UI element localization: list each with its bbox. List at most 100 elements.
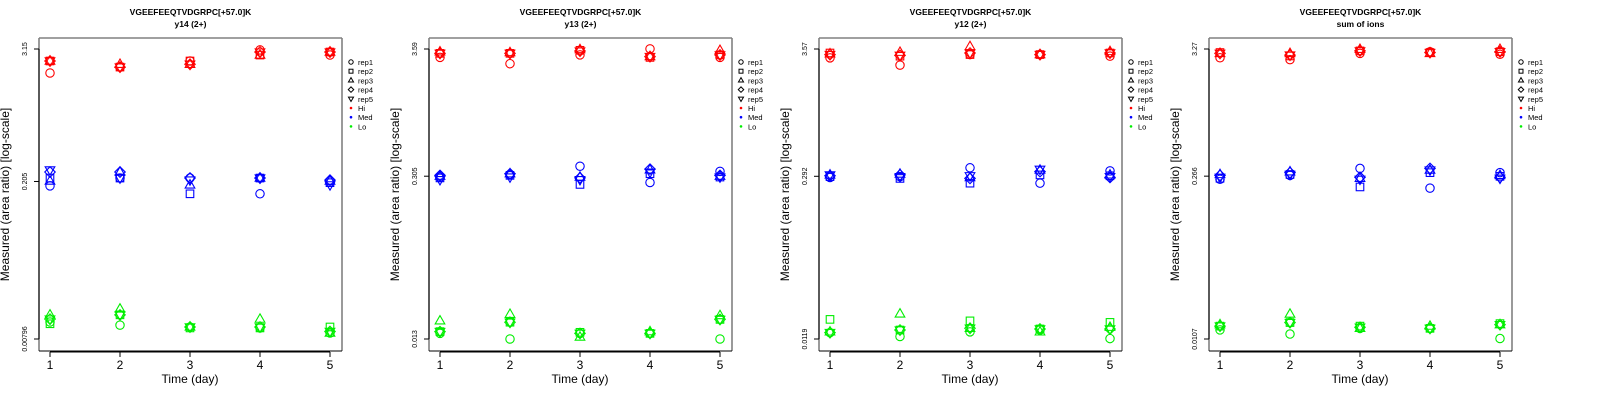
legend-marker-rep5 (737, 96, 745, 103)
point-med-rep4-day2 (113, 166, 127, 179)
point-lo-rep5-day1 (824, 328, 836, 339)
point-lo-rep5-day2 (114, 311, 126, 322)
point-hi-rep5-day3 (964, 49, 976, 60)
point-hi-rep2-day4 (1035, 50, 1045, 59)
point-med-rep1-day4 (1035, 178, 1045, 188)
x-tick-label: 2 (507, 358, 514, 372)
point-med-rep4-day1 (433, 169, 447, 182)
point-hi-rep2-day1 (45, 56, 55, 66)
point-med-rep5-day3 (964, 172, 976, 183)
legend-label-rep1: rep1 (1138, 58, 1153, 67)
point-hi-rep3-day4 (1424, 47, 1436, 58)
legend-marker-rep1 (348, 59, 354, 65)
point-hi-rep5-day3 (574, 47, 586, 58)
x-tick-label: 5 (1107, 358, 1114, 372)
point-hi-rep5-day1 (824, 50, 836, 61)
point-lo-rep3-day3 (184, 320, 196, 331)
legend-label-lo: Lo (358, 122, 366, 131)
panel-1: VGEEFEEQTVDGRPC[+57.0]K y14 (2+) 0.00796 0.… (0, 7, 373, 386)
legend-marker-rep4 (1127, 86, 1135, 94)
legend-label-med: Med (748, 113, 763, 122)
point-med-rep1-day4 (1425, 183, 1435, 193)
point-med-rep3-day2 (1284, 165, 1296, 176)
point-med-rep5-day5 (324, 181, 336, 192)
point-med-rep2-day3 (185, 189, 195, 199)
point-med-rep3-day5 (324, 174, 336, 185)
point-lo-rep2-day4 (1035, 324, 1045, 334)
legend-label-rep4: rep4 (748, 86, 763, 95)
panel-title: VGEEFEEQTVDGRPC[+57.0]K (130, 7, 252, 17)
legend-label-rep4: rep4 (358, 86, 373, 95)
panel-subtitle: y14 (2+) (175, 19, 207, 29)
legend-label-rep2: rep2 (748, 67, 763, 76)
point-lo-rep3-day3 (964, 321, 976, 332)
point-lo-rep5-day1 (434, 327, 446, 338)
point-hi-rep5-day5 (714, 51, 726, 62)
legend-marker-rep2 (348, 68, 354, 74)
point-lo-rep5-day2 (504, 318, 516, 329)
point-med-rep3-day1 (1214, 168, 1226, 179)
point-lo-rep1-day2 (1285, 329, 1295, 339)
legend-label-lo: Lo (1138, 122, 1146, 131)
y-tick-label: 0.0107 (1192, 328, 1199, 350)
point-hi-rep5-day3 (1354, 47, 1366, 58)
point-hi-rep1-day1 (45, 68, 55, 78)
legend-dot-med (349, 115, 353, 119)
point-hi-rep1-day3 (575, 50, 585, 60)
point-med-rep2-day3 (965, 178, 975, 188)
legend-dot-lo (739, 125, 743, 128)
y-tick-label: 3.15 (22, 42, 29, 56)
legend-label-rep1: rep1 (358, 58, 373, 67)
point-lo-rep5-day4 (1034, 325, 1046, 336)
point-lo-rep5-day5 (324, 327, 336, 338)
point-hi-rep1-day1 (1215, 53, 1225, 63)
data-points (823, 40, 1117, 344)
legend-label-hi: Hi (358, 104, 365, 113)
data-points (43, 45, 337, 338)
point-lo-rep5-day2 (1284, 318, 1296, 329)
x-tick-label: 1 (47, 358, 54, 372)
point-lo-rep5-day3 (1354, 323, 1366, 334)
legend-label-rep3: rep3 (358, 76, 373, 85)
legend-marker-rep1 (1518, 59, 1524, 65)
point-med-rep2-day4 (1425, 168, 1435, 177)
point-med-rep5-day4 (1034, 165, 1046, 176)
point-med-rep1-day1 (45, 181, 55, 191)
data-points (433, 43, 727, 344)
legend-label-rep5: rep5 (1528, 95, 1543, 104)
legend-marker-rep4 (737, 86, 745, 94)
point-hi-rep2-day5 (325, 47, 335, 57)
y-tick-label: 0.00796 (22, 326, 29, 351)
legend-marker-rep3 (347, 76, 355, 83)
x-tick-label: 1 (437, 358, 444, 372)
legend-label-hi: Hi (748, 104, 755, 113)
legend-label-rep3: rep3 (1528, 76, 1543, 85)
legend-marker-rep4 (1517, 86, 1525, 94)
legend-label-rep2: rep2 (1138, 67, 1153, 76)
x-axis-label: Time (day) (1332, 372, 1389, 386)
point-hi-rep5-day3 (184, 60, 196, 71)
legend-label-hi: Hi (1138, 104, 1145, 113)
point-med-rep5-day2 (1284, 170, 1296, 181)
point-lo-rep3-day2 (1284, 307, 1296, 318)
x-tick-label: 4 (647, 358, 654, 372)
point-lo-rep1-day5 (715, 334, 725, 344)
point-med-rep3-day1 (44, 174, 56, 185)
point-lo-rep3-day1 (44, 308, 56, 319)
x-axis-label: Time (day) (552, 372, 609, 386)
legend-marker-rep5 (347, 96, 355, 103)
point-med-rep2-day2 (115, 173, 125, 183)
point-med-rep4-day3 (183, 172, 197, 185)
legend-marker-rep3 (1517, 76, 1525, 83)
point-med-rep1-day3 (965, 163, 975, 173)
x-tick-label: 4 (1427, 358, 1434, 372)
legend-marker-rep5 (1127, 96, 1135, 103)
point-med-rep3-day1 (824, 168, 836, 179)
panel-title: VGEEFEEQTVDGRPC[+57.0]K (1300, 7, 1422, 17)
legend-label-med: Med (358, 113, 373, 122)
point-med-rep5-day2 (504, 173, 516, 184)
